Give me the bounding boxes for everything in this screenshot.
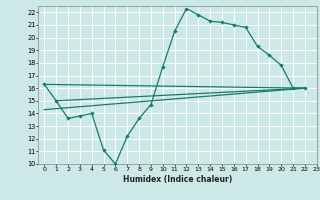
- X-axis label: Humidex (Indice chaleur): Humidex (Indice chaleur): [123, 175, 232, 184]
